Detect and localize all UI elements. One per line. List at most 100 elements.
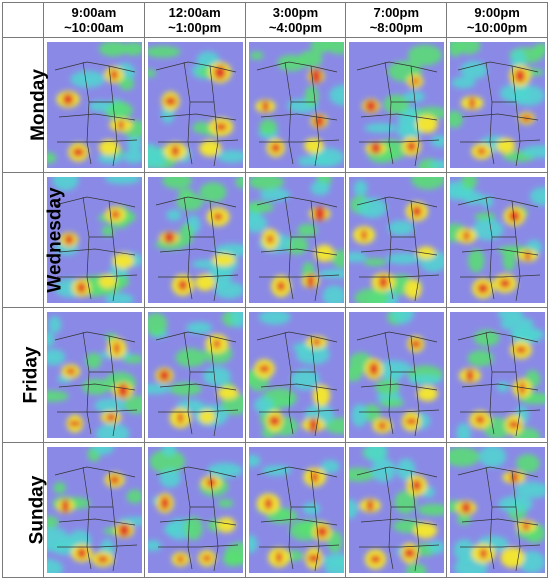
heat-blob [326, 530, 343, 553]
road-network [357, 61, 440, 167]
heat-peak [514, 69, 526, 83]
heat-hotspot [217, 517, 236, 533]
heatmap-image [248, 447, 344, 573]
heat-peak [509, 472, 519, 483]
heat-blobs [362, 44, 445, 168]
heatmap-cell [43, 172, 145, 308]
heatmap-image [47, 177, 142, 303]
heat-blob [82, 378, 110, 395]
heat-peak [258, 365, 270, 373]
heat-blob [248, 535, 257, 553]
heat-blob [408, 374, 442, 385]
heatmap-image [349, 312, 445, 438]
row-label: Sunday [26, 475, 48, 545]
heat-blob [290, 368, 319, 391]
heat-blob [297, 223, 317, 237]
heat-blob [124, 395, 142, 414]
heat-peak [261, 100, 269, 112]
heat-blob [176, 193, 203, 211]
heat-peak [97, 555, 109, 563]
heat-blob [511, 85, 545, 106]
heatmap-image [47, 42, 142, 168]
column-header-2: 12:00am ~1:00pm [143, 2, 246, 38]
heat-blob [518, 551, 546, 573]
row-label: Monday [27, 69, 49, 141]
heatmap-image [248, 42, 344, 168]
heat-blob [224, 542, 243, 565]
road-network [256, 196, 339, 302]
heat-blob [147, 46, 181, 58]
heat-peak [177, 279, 188, 291]
heat-peak [379, 275, 389, 289]
heat-blob [70, 70, 105, 88]
heat-peak [76, 282, 87, 294]
heat-blob [166, 209, 182, 221]
heat-blob [101, 225, 115, 237]
heatmap-image [450, 447, 546, 573]
heatmap-image [349, 42, 445, 168]
heat-peak [410, 340, 422, 349]
row-1: Monday [2, 37, 548, 173]
heat-blob [207, 462, 243, 478]
heat-blob [105, 293, 134, 303]
heat-blob [354, 180, 368, 197]
heatmap-image [47, 447, 142, 573]
row-header-2: Wednesday [2, 172, 66, 308]
road-network [54, 331, 138, 437]
heat-hotspot [212, 253, 235, 267]
heat-blob [149, 449, 185, 474]
heat-peak [117, 120, 125, 130]
heat-blob [365, 447, 388, 463]
heat-blob [47, 390, 69, 402]
heat-blob [235, 177, 243, 189]
heat-peak [164, 96, 176, 106]
heat-blob [462, 191, 484, 205]
heat-blob [380, 398, 405, 408]
heat-blobs [47, 447, 142, 573]
heat-peak [275, 551, 282, 564]
heat-blob [47, 152, 57, 164]
heatmap-image [450, 42, 546, 168]
heat-blob [322, 285, 344, 303]
row-label: Wednesday [44, 187, 66, 293]
row-4: Sunday [2, 442, 548, 578]
column-header-4: 7:00pm ~8:00pm [345, 2, 448, 38]
heat-blob [162, 447, 176, 457]
column-header-1-end: ~10:00am [64, 20, 124, 35]
header-row: 9:00am ~10:00am 12:00am ~1:00pm 3:00pm ~4:0… [2, 2, 548, 38]
heat-blob [248, 177, 284, 190]
heat-peak [109, 475, 120, 485]
heat-hotspot [112, 252, 134, 269]
heatmap-cell [244, 37, 347, 173]
heatmap-cell [43, 442, 145, 578]
heat-blob [248, 201, 274, 213]
heatmap-cell [143, 307, 246, 443]
heatmap-cell [446, 307, 548, 443]
road-network [458, 466, 541, 572]
heat-blob [497, 381, 510, 392]
heat-blob [249, 51, 264, 60]
heat-peak [316, 526, 328, 538]
road-network [54, 61, 138, 167]
heat-blob [354, 288, 390, 303]
heat-blob [515, 481, 546, 499]
heat-blob [48, 316, 62, 334]
heat-blob [258, 312, 291, 325]
heat-blob [479, 447, 507, 468]
heat-peak [475, 415, 486, 424]
heat-blob [203, 366, 231, 386]
heat-blob [457, 42, 481, 55]
heat-peak [113, 341, 120, 355]
heat-hotspot [194, 274, 215, 291]
heat-peak [266, 234, 274, 244]
heat-peak [72, 147, 85, 157]
heat-blob [302, 502, 320, 515]
heat-blob [310, 180, 330, 196]
column-header-5-end: ~10:00pm [466, 20, 528, 35]
heat-blob [450, 110, 464, 128]
heat-blob [397, 124, 423, 140]
heat-peak [215, 123, 227, 131]
row-header-1: Monday [2, 37, 49, 173]
heat-blob [258, 119, 277, 135]
heat-hotspot [198, 409, 215, 424]
